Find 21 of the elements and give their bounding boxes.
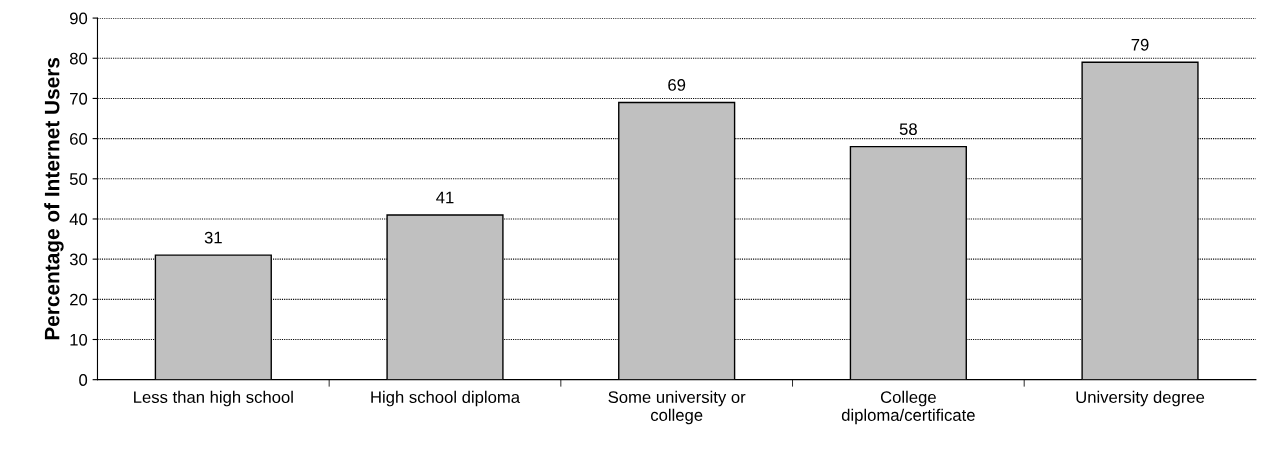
x-tick-label: College diploma/certificate xyxy=(841,390,975,425)
y-tick-label: 60 xyxy=(70,133,88,145)
x-tick-label: High school diploma xyxy=(371,390,521,407)
y-tick-label: 50 xyxy=(69,173,88,185)
data-label: 79 xyxy=(1131,38,1149,51)
y-tick-label: 90 xyxy=(70,12,88,25)
x-tick-label: Less than high school xyxy=(134,390,293,407)
x-tick-label: University degree xyxy=(1076,390,1205,407)
data-label: 58 xyxy=(899,123,917,136)
y-tick-label: 40 xyxy=(69,213,88,226)
data-label: 69 xyxy=(668,79,686,91)
y-tick-label: 10 xyxy=(70,333,88,346)
y-axis-title: Percentage of Internet Users xyxy=(44,57,64,340)
y-tick-label: 20 xyxy=(70,293,88,306)
y-tick-label: 0 xyxy=(79,374,88,386)
y-tick-label: 70 xyxy=(70,92,88,105)
x-tick-label: Some university or college xyxy=(608,390,746,425)
y-tick-label: 80 xyxy=(69,52,88,65)
y-tick-label: 30 xyxy=(69,253,88,266)
data-label: 41 xyxy=(436,191,454,204)
data-label: 31 xyxy=(204,231,222,244)
